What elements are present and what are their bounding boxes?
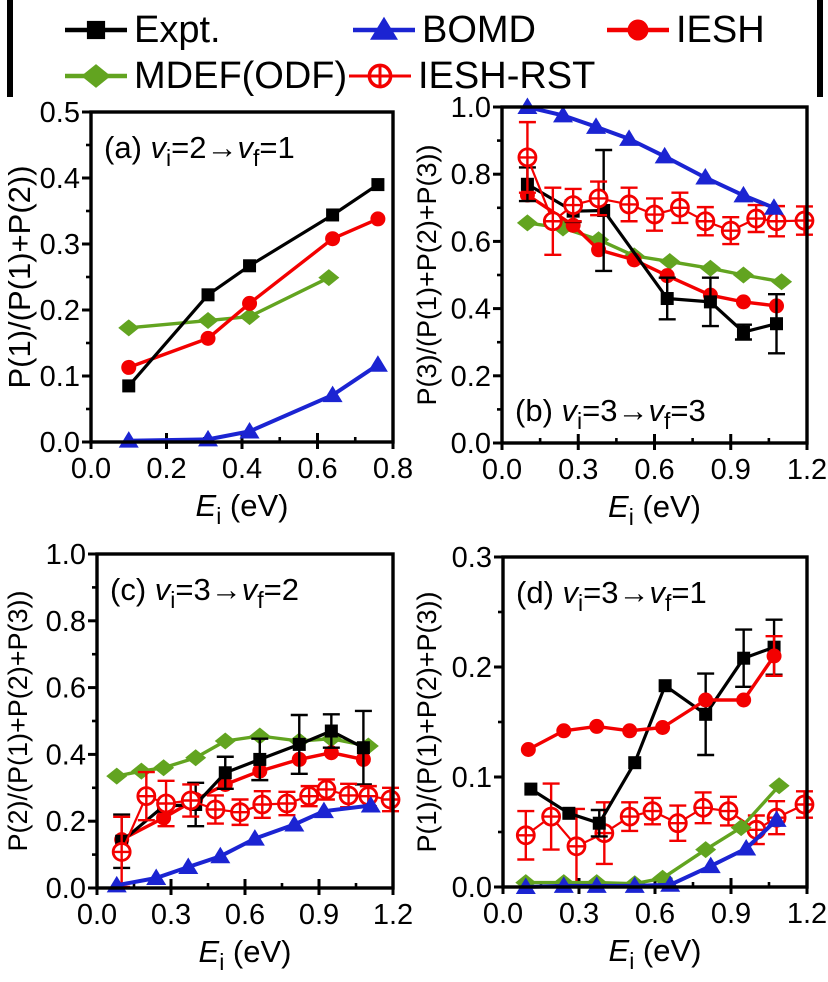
svg-text:0.1: 0.1	[452, 762, 492, 794]
svg-text:0.3: 0.3	[559, 898, 599, 930]
legend-label-bomd: BOMD	[422, 9, 536, 51]
svg-text:0.4: 0.4	[451, 294, 491, 326]
legend-box-border-right	[817, 0, 823, 97]
svg-text:1.2: 1.2	[373, 899, 413, 931]
svg-text:0.9: 0.9	[711, 454, 751, 486]
legend-label-expt: Expt.	[134, 9, 221, 51]
svg-text:1.2: 1.2	[787, 898, 827, 930]
legend-label-iesh-rst: IESH-RST	[418, 55, 596, 97]
expt-square-icon	[65, 20, 127, 40]
legend-item-bomd: BOMD	[352, 8, 536, 52]
svg-text:0.0: 0.0	[482, 454, 522, 486]
svg-text:0.0: 0.0	[451, 428, 491, 460]
svg-text:0.4: 0.4	[46, 739, 86, 771]
svg-text:0.6: 0.6	[635, 898, 675, 930]
svg-text:0.2: 0.2	[451, 361, 491, 393]
svg-text:0.8: 0.8	[373, 453, 413, 485]
svg-text:0.6: 0.6	[297, 453, 337, 485]
svg-text:0.9: 0.9	[711, 898, 751, 930]
legend-box-border-left	[7, 0, 13, 97]
svg-text:0.8: 0.8	[451, 159, 491, 191]
svg-text:0.6: 0.6	[225, 899, 265, 931]
svg-text:Ei (eV): Ei (eV)	[609, 933, 702, 974]
svg-text:1.0: 1.0	[46, 539, 86, 571]
svg-text:0.8: 0.8	[46, 606, 86, 638]
svg-text:0.0: 0.0	[77, 899, 117, 931]
iesh-circle-icon	[607, 19, 669, 41]
legend-label-iesh: IESH	[676, 9, 765, 51]
svg-text:0.0: 0.0	[483, 898, 523, 930]
svg-text:0.6: 0.6	[46, 673, 86, 705]
svg-text:0.3: 0.3	[40, 229, 80, 261]
mdef-diamond-icon	[65, 64, 127, 88]
svg-text:0.0: 0.0	[452, 872, 492, 904]
panel-a-chart: 0.0 0.2 0.4 0.6 0.8 0.0 0.1 0.2 0.3 0.4 0.5 (a) vi=…	[2, 97, 413, 529]
svg-text:1.0: 1.0	[451, 96, 491, 124]
svg-text:0.4: 0.4	[222, 453, 262, 485]
svg-text:(b) vi=3→vf=3: (b) vi=3→vf=3	[515, 393, 706, 434]
svg-text:0.3: 0.3	[452, 542, 492, 574]
svg-text:P(2)/(P(1)+P(2)+P(3)): P(2)/(P(1)+P(2)+P(3))	[3, 590, 33, 851]
svg-text:0.0: 0.0	[40, 427, 80, 459]
svg-text:1.2: 1.2	[787, 454, 827, 486]
legend-item-expt: Expt.	[64, 8, 221, 52]
svg-text:0.1: 0.1	[40, 361, 80, 393]
svg-text:0.6: 0.6	[451, 226, 491, 258]
panel-c-chart: 0.0 0.3 0.6 0.9 1.2 0.0 0.2 0.4 0.6 0.8 1.0 (c) vi=…	[3, 539, 413, 975]
svg-text:P(1)/(P(1)+P(2)): P(1)/(P(1)+P(2))	[2, 165, 37, 388]
svg-text:P(1)/(P(1)+P(2)+P(3)): P(1)/(P(1)+P(2)+P(3))	[414, 591, 442, 852]
svg-text:P(3)/(P(1)+P(2)+P(3)): P(3)/(P(1)+P(2)+P(3))	[414, 144, 442, 405]
svg-text:0.5: 0.5	[40, 97, 80, 129]
svg-text:0.0: 0.0	[46, 873, 86, 905]
svg-text:0.3: 0.3	[558, 454, 598, 486]
svg-text:Ei (eV): Ei (eV)	[608, 489, 701, 530]
legend-item-iesh: IESH	[606, 8, 765, 52]
svg-text:Ei (eV): Ei (eV)	[196, 488, 289, 529]
svg-text:(a) vi=2→vf=1: (a) vi=2→vf=1	[104, 130, 295, 171]
svg-text:0.9: 0.9	[299, 899, 339, 931]
svg-text:0.6: 0.6	[634, 454, 674, 486]
svg-text:0.2: 0.2	[146, 453, 186, 485]
svg-text:(c) vi=3→vf=2: (c) vi=3→vf=2	[110, 572, 299, 613]
bomd-triangle-icon	[353, 16, 415, 40]
legend-item-mdef-odf: MDEF(ODF)	[64, 54, 347, 98]
legend-item-iesh-rst: IESH-RST	[348, 54, 595, 98]
svg-text:0.2: 0.2	[452, 652, 492, 684]
panel-b-chart: 0.0 0.3 0.6 0.9 1.2 0.0 0.2 0.4 0.6 0.8 1.0 (b) vi=…	[414, 96, 827, 530]
legend-label-mdef-odf: MDEF(ODF)	[134, 55, 348, 97]
panel-d-chart: 0.0 0.3 0.6 0.9 1.2 0.0 0.1 0.2 0.3 (d) vi=3→vf=1…	[414, 542, 827, 974]
svg-text:0.3: 0.3	[151, 899, 191, 931]
svg-text:Ei (eV): Ei (eV)	[199, 934, 292, 975]
iesh-rst-open-circle-icon	[349, 63, 411, 89]
svg-text:0.2: 0.2	[46, 806, 86, 838]
svg-text:0.0: 0.0	[71, 453, 111, 485]
svg-text:0.4: 0.4	[40, 163, 80, 195]
svg-text:(d) vi=3→vf=1: (d) vi=3→vf=1	[516, 575, 707, 616]
svg-text:0.2: 0.2	[40, 295, 80, 327]
